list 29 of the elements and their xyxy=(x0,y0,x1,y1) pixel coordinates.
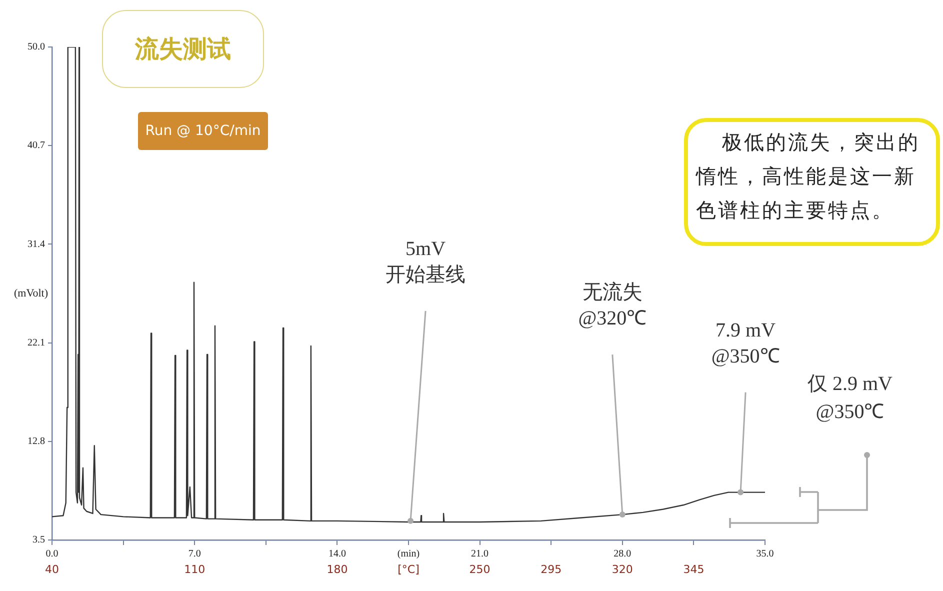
x-tick-label: 28.0 xyxy=(614,548,632,560)
x-tick-label: (min) xyxy=(397,548,420,560)
annotation: 7.9 mV @350℃ xyxy=(711,319,780,368)
y-tick-label: 31.4 xyxy=(28,238,45,250)
x-tick-label: 0.0 xyxy=(46,548,58,560)
text: 345 xyxy=(683,562,704,576)
annotation: 极低的流失，突出的惰性，高性能是这一新色谱柱的主要特点。 xyxy=(684,118,940,246)
y-tick-label: 40.7 xyxy=(28,140,45,152)
text: Run @ 10°C/min xyxy=(138,112,268,150)
text: 295 xyxy=(540,562,562,576)
y-tick-label: 12.8 xyxy=(28,436,45,448)
x-tick-label: 21.0 xyxy=(471,548,489,560)
x-tick-label: 14.0 xyxy=(328,548,346,560)
y-axis-title: (mVolt) xyxy=(14,287,48,300)
text: 180 xyxy=(326,562,348,576)
text: 320 xyxy=(612,562,633,576)
text: 40 xyxy=(45,562,59,576)
x-tick-label: 35.0 xyxy=(756,548,774,560)
y-tick-label: 50.0 xyxy=(28,42,45,53)
y-tick-label: 22.1 xyxy=(28,337,45,348)
text: 仅 2.9 mV @350℃ xyxy=(806,372,894,425)
annotation: 5mV 开始基线 xyxy=(386,238,466,286)
x-tick-label: 7.0 xyxy=(188,548,201,560)
y-tick-label: 3.5 xyxy=(32,534,45,546)
text: 110 xyxy=(184,562,206,576)
text: [°C] xyxy=(398,562,420,576)
chart-title: 流失测试 xyxy=(102,10,264,88)
annotation: 无流失 @320℃ xyxy=(578,282,647,330)
text: 250 xyxy=(469,562,490,576)
